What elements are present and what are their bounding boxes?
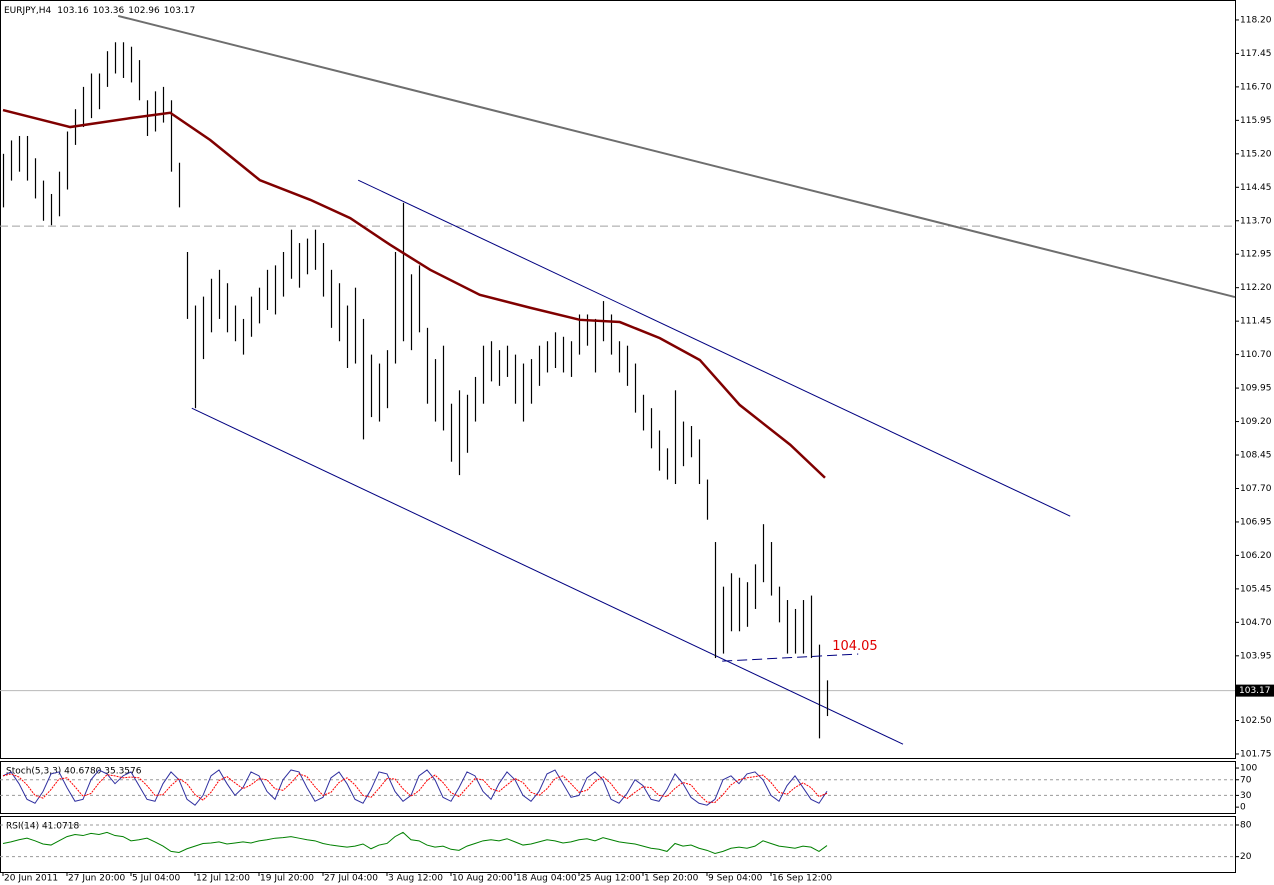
x-tick-label: 16 Sep 12:00 bbox=[772, 874, 832, 884]
y-tick-label: 20 bbox=[1240, 852, 1252, 862]
y-tick-label: 111.45 bbox=[1240, 317, 1272, 327]
y-tick-label: 105.45 bbox=[1240, 584, 1272, 594]
x-tick-label: 3 Aug 12:00 bbox=[388, 874, 443, 884]
y-tick-label: 109.95 bbox=[1240, 384, 1272, 394]
y-tick-label: 107.70 bbox=[1240, 484, 1272, 494]
stoch-title: Stoch(5,3,3) 40.6780 35.3576 bbox=[6, 767, 142, 777]
y-tick-label: 110.70 bbox=[1240, 350, 1272, 360]
trend-line bbox=[357, 179, 1071, 517]
x-tick-label: 25 Aug 12:00 bbox=[580, 874, 641, 884]
oscillator-line bbox=[2, 769, 828, 806]
y-tick-label: 118.20 bbox=[1240, 15, 1272, 25]
rsi-title: RSI(14) 41.0718 bbox=[6, 822, 79, 832]
y-tick-label: 104.70 bbox=[1240, 618, 1272, 628]
oscillator-line bbox=[2, 831, 828, 855]
y-tick-label: 116.70 bbox=[1240, 82, 1272, 92]
x-tick-label: 10 Aug 20:00 bbox=[452, 874, 513, 884]
y-tick-label: 113.70 bbox=[1240, 216, 1272, 226]
y-tick-label: 112.20 bbox=[1240, 283, 1272, 293]
x-tick-label: 27 Jun 20:00 bbox=[68, 874, 125, 884]
quote-high: 103.36 bbox=[93, 6, 125, 16]
y-tick-label: 70 bbox=[1240, 775, 1252, 785]
x-tick-label: 12 Jul 12:00 bbox=[196, 874, 250, 884]
quote-low: 102.96 bbox=[128, 6, 160, 16]
last-price-label: 103.17 bbox=[1239, 686, 1271, 696]
trend-line bbox=[191, 407, 904, 745]
quote-open: 103.16 bbox=[57, 6, 89, 16]
y-tick-label: 80 bbox=[1240, 820, 1252, 830]
x-tick-label: 27 Jul 04:00 bbox=[324, 874, 378, 884]
x-tick-label: 18 Aug 04:00 bbox=[516, 874, 577, 884]
trend-line bbox=[117, 14, 1236, 299]
level-label: 104.05 bbox=[832, 639, 878, 654]
y-tick-label: 101.75 bbox=[1240, 749, 1272, 759]
rsi-panel bbox=[0, 816, 1236, 873]
y-tick-label: 102.50 bbox=[1240, 716, 1272, 726]
moving-average bbox=[2, 108, 826, 479]
y-tick-label: 114.45 bbox=[1240, 183, 1272, 193]
y-tick-label: 109.20 bbox=[1240, 417, 1272, 427]
y-tick-label: 112.95 bbox=[1240, 250, 1272, 260]
x-tick-label: 19 Jul 20:00 bbox=[260, 874, 314, 884]
y-tick-label: 117.45 bbox=[1240, 49, 1272, 59]
y-tick-label: 108.45 bbox=[1240, 451, 1272, 461]
level-line bbox=[722, 653, 859, 662]
y-tick-label: 0 bbox=[1240, 803, 1246, 813]
y-tick-label: 106.95 bbox=[1240, 517, 1272, 527]
oscillator-line bbox=[2, 773, 828, 803]
x-tick-label: 20 Jun 2011 bbox=[4, 874, 58, 884]
last-price-box bbox=[1236, 684, 1274, 697]
quote-close: 103.17 bbox=[164, 6, 196, 16]
x-tick-label: 1 Sep 20:00 bbox=[644, 874, 699, 884]
stoch-panel bbox=[0, 761, 1236, 814]
y-tick-label: 30 bbox=[1240, 791, 1252, 801]
chart-header: EURJPY,H4 103.16 103.36 102.96 103.17 bbox=[4, 6, 195, 16]
y-tick-label: 103.95 bbox=[1240, 651, 1272, 661]
symbol: EURJPY,H4 bbox=[4, 6, 52, 16]
y-tick-label: 100 bbox=[1240, 764, 1257, 774]
x-tick-label: 9 Sep 04:00 bbox=[708, 874, 763, 884]
x-tick-label: 5 Jul 04:00 bbox=[132, 874, 181, 884]
y-tick-label: 106.20 bbox=[1240, 551, 1272, 561]
y-tick-label: 115.95 bbox=[1240, 116, 1272, 126]
main-panel bbox=[0, 0, 1236, 759]
y-tick-label: 115.20 bbox=[1240, 149, 1272, 159]
